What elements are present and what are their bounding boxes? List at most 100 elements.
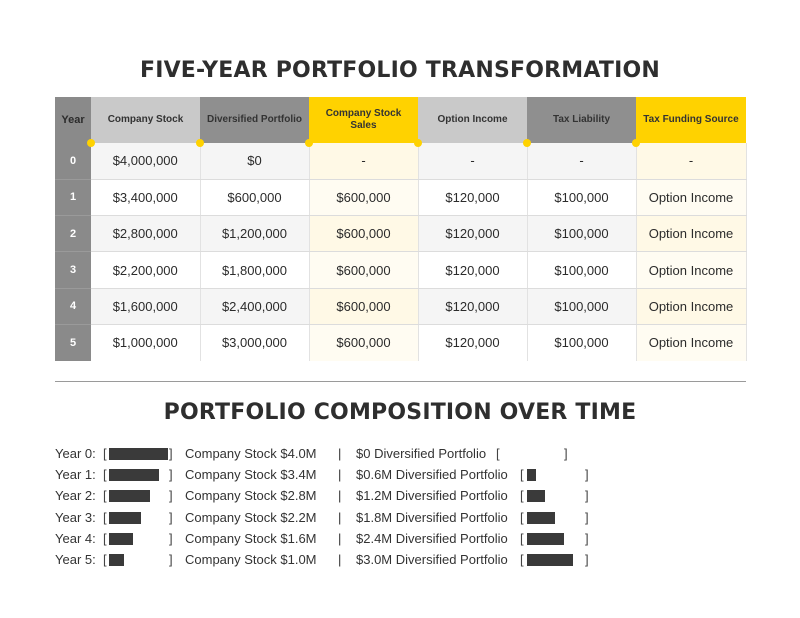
column-header: Company Stock xyxy=(87,97,200,147)
table-cell: $600,000 xyxy=(200,179,310,217)
stock-value: Company Stock $1.6M xyxy=(185,530,317,546)
table-cell: $1,800,000 xyxy=(200,251,310,289)
header-marker-dot xyxy=(196,139,204,147)
diversified-value: $1.8M Diversified Portfolio xyxy=(356,509,508,525)
year-label: Year 1: xyxy=(55,467,96,483)
year-label: Year 5: xyxy=(55,552,96,567)
stock-bar xyxy=(109,469,160,482)
year-label: Year 2: xyxy=(55,488,96,504)
year-cell: 5 xyxy=(55,324,91,361)
table-header-row: Year Company Stock Diversified Portfolio Co… xyxy=(55,97,746,147)
column-header: Option Income xyxy=(414,97,527,147)
column-header: Tax Liability xyxy=(523,97,636,147)
stock-value: Company Stock $2.8M xyxy=(185,488,317,504)
column-header: Company Stock Sales xyxy=(305,97,418,147)
table-row: 4 $1,600,000 $2,400,000 $600,000 $120,000 $10… xyxy=(55,288,747,325)
stock-bar xyxy=(109,511,142,524)
table-cell: $100,000 xyxy=(527,179,637,217)
header-marker-dot xyxy=(523,139,531,147)
bracket-open: [ xyxy=(103,530,107,546)
table-cell: Option Income xyxy=(636,251,747,289)
table-cell: $120,000 xyxy=(418,215,528,253)
table-cell: $120,000 xyxy=(418,324,528,361)
bracket-open: [ xyxy=(103,552,107,567)
table-cell: $2,200,000 xyxy=(91,251,201,289)
diversified-bar xyxy=(527,554,573,566)
bracket-open: [ xyxy=(103,509,107,525)
header-marker-dot xyxy=(632,139,640,147)
table-cell: $120,000 xyxy=(418,251,528,289)
table-cell: $100,000 xyxy=(527,215,637,253)
diversified-bar xyxy=(527,490,546,503)
diversified-bar xyxy=(527,532,564,545)
bracket-open: [ xyxy=(520,467,524,483)
diversified-value: $0 Diversified Portfolio xyxy=(356,446,487,461)
separator: | xyxy=(338,488,342,504)
section-divider xyxy=(55,381,746,382)
bracket-close: ] xyxy=(169,509,173,525)
year-label: Year 3: xyxy=(55,509,96,525)
table-cell: Option Income xyxy=(636,324,747,361)
bracket-close: ] xyxy=(585,509,589,525)
stock-bar xyxy=(109,490,151,503)
bracket-close: ] xyxy=(564,446,568,461)
bracket-close: ] xyxy=(585,552,589,567)
separator: | xyxy=(338,530,342,546)
bracket-open: [ xyxy=(103,446,107,461)
bracket-close: ] xyxy=(169,530,173,546)
table-cell: $100,000 xyxy=(527,324,637,361)
bracket-close: ] xyxy=(169,552,173,567)
table-cell: $600,000 xyxy=(309,288,419,325)
table-cell: $600,000 xyxy=(309,251,419,289)
header-marker-dot xyxy=(305,139,313,147)
table-cell: $1,600,000 xyxy=(91,288,201,325)
year-label: Year 0: xyxy=(55,446,96,461)
separator: | xyxy=(338,552,342,567)
diversified-value: $2.4M Diversified Portfolio xyxy=(356,530,508,546)
year-cell: 3 xyxy=(55,251,91,289)
year-cell: 2 xyxy=(55,215,91,253)
table-row: 0 $4,000,000 $0- - - - xyxy=(55,143,747,180)
column-header: Diversified Portfolio xyxy=(196,97,309,147)
bracket-open: [ xyxy=(520,530,524,546)
diversified-value: $3.0M Diversified Portfolio xyxy=(356,552,508,567)
table-body: 0 $4,000,000 $0- - - -1 $3,400,000 $600,000 $600… xyxy=(55,143,747,361)
diversified-value: $0.6M Diversified Portfolio xyxy=(356,467,508,483)
diversified-value: $1.2M Diversified Portfolio xyxy=(356,488,508,504)
year-cell: 0 xyxy=(55,143,91,180)
bracket-close: ] xyxy=(585,467,589,483)
table-cell: $3,000,000 xyxy=(200,324,310,361)
year-cell: 1 xyxy=(55,179,91,217)
portfolio-table: Year Company Stock Diversified Portfolio Co… xyxy=(55,97,747,361)
table-cell: $600,000 xyxy=(309,324,419,361)
stock-bar xyxy=(109,532,133,545)
table-cell: $1,200,000 xyxy=(200,215,310,253)
bracket-close: ] xyxy=(585,530,589,546)
table-cell: $100,000 xyxy=(527,288,637,325)
composition-title: PORTFOLIO COMPOSITION OVER TIME xyxy=(163,400,637,425)
stock-value: Company Stock $3.4M xyxy=(185,467,317,483)
bracket-close: ] xyxy=(169,467,173,483)
table-cell: $100,000 xyxy=(527,251,637,289)
table-cell: $600,000 xyxy=(309,215,419,253)
table-cell: - xyxy=(418,143,528,180)
table-cell: Option Income xyxy=(636,215,747,253)
year-label: Year 4: xyxy=(55,530,96,546)
bracket-close: ] xyxy=(169,488,173,504)
table-cell: $2,400,000 xyxy=(200,288,310,325)
table-cell: $2,800,000 xyxy=(91,215,201,253)
bracket-open: [ xyxy=(520,509,524,525)
stock-bar xyxy=(109,448,168,460)
bracket-open: [ xyxy=(520,488,524,504)
separator: | xyxy=(338,467,342,483)
stock-value: Company Stock $1.0M xyxy=(185,552,317,567)
bracket-open: [ xyxy=(496,446,500,461)
separator: | xyxy=(338,509,342,525)
stock-value: Company Stock $4.0M xyxy=(185,446,317,461)
table-row: 3 $2,200,000 $1,800,000 $600,000 $120,000 $10… xyxy=(55,251,747,289)
table-row: 2 $2,800,000 $1,200,000 $600,000 $120,000 $10… xyxy=(55,215,747,253)
year-cell: 4 xyxy=(55,288,91,325)
table-cell: $120,000 xyxy=(418,179,528,217)
table-cell: $3,400,000 xyxy=(91,179,201,217)
header-marker-dot xyxy=(87,139,95,147)
